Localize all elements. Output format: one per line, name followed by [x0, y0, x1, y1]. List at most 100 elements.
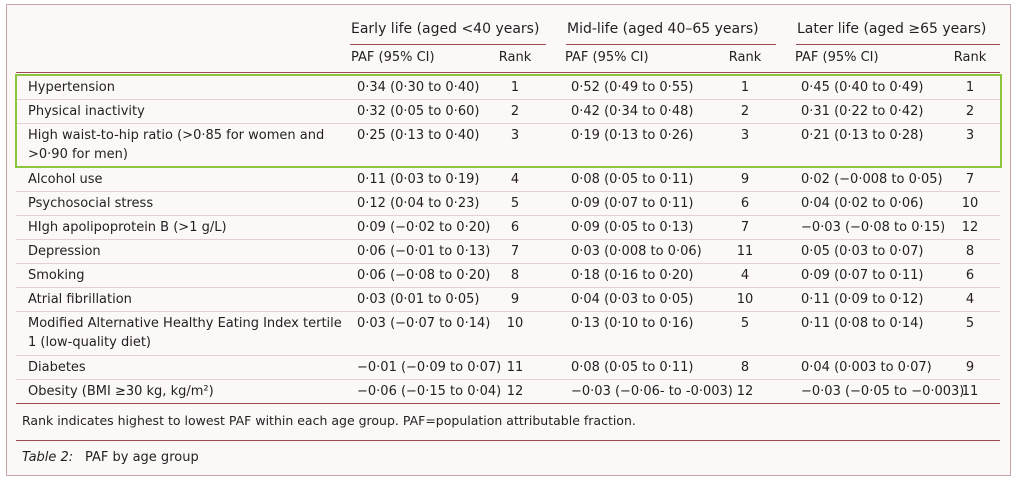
- rank: 8: [510, 268, 520, 283]
- body-rule: [16, 403, 1000, 404]
- row-label: Depression: [28, 244, 101, 259]
- row-rule: [16, 215, 1000, 216]
- paf-ci: 0·19 (0·13 to 0·26): [571, 128, 694, 143]
- paf-ci: 0·02 (−0·008 to 0·05): [801, 172, 943, 187]
- paf-ci: 0·34 (0·30 to 0·40): [357, 80, 480, 95]
- column-header: PAF (95% CI): [565, 50, 649, 65]
- rank: 2: [510, 104, 520, 119]
- highlight-box: [15, 74, 1002, 168]
- rank: 8: [965, 244, 975, 259]
- table-frame: [6, 4, 1011, 476]
- paf-ci: 0·03 (0·008 to 0·06): [571, 244, 702, 259]
- rank: 3: [510, 128, 520, 143]
- table-row: Atrial fibrillation 0·03 (0·01 to 0·05) 9 0…: [0, 287, 1019, 311]
- paf-ci: 0·09 (0·05 to 0·13): [571, 220, 694, 235]
- table-row: Diabetes −0·01 (−0·09 to 0·07) 11 0·08 (0·0…: [0, 355, 1019, 379]
- rank: 6: [510, 220, 520, 235]
- rank: 6: [740, 196, 750, 211]
- caption-rule: [16, 440, 1000, 441]
- rank: 6: [965, 268, 975, 283]
- rank: 7: [965, 172, 975, 187]
- paf-ci: 0·11 (0·08 to 0·14): [801, 316, 924, 331]
- group-heading: Later life (aged ≥65 years): [797, 21, 987, 37]
- group-rule: [350, 44, 546, 45]
- column-header: Rank: [498, 50, 532, 65]
- rank: 9: [510, 292, 520, 307]
- row-rule: [16, 191, 1000, 192]
- rank: 7: [510, 244, 520, 259]
- rank: 2: [965, 104, 975, 119]
- row-label: Modified Alternative Healthy Eating Inde…: [28, 316, 342, 350]
- group-rule: [796, 44, 1000, 45]
- rank: 4: [740, 268, 750, 283]
- rank: 10: [961, 196, 979, 211]
- paf-ci: −0·03 (−0·05 to −0·003): [801, 384, 965, 399]
- paf-ci: 0·09 (−0·02 to 0·20): [357, 220, 491, 235]
- rank: 1: [965, 80, 975, 95]
- paf-ci: 0·04 (0·03 to 0·05): [571, 292, 694, 307]
- rank: 1: [510, 80, 520, 95]
- rank: 5: [510, 196, 520, 211]
- column-header: PAF (95% CI): [351, 50, 435, 65]
- paf-ci: 0·04 (0·02 to 0·06): [801, 196, 924, 211]
- table-row: Depression 0·06 (−0·01 to 0·13) 7 0·03 (0·0…: [0, 239, 1019, 263]
- paf-ci: 0·45 (0·40 to 0·49): [801, 80, 924, 95]
- table-row: High waist-to-hip ratio (>0·85 for women…: [0, 123, 1019, 167]
- rank: 11: [961, 384, 979, 399]
- paf-ci: 0·09 (0·07 to 0·11): [801, 268, 924, 283]
- paf-ci: 0·12 (0·04 to 0·23): [357, 196, 480, 211]
- paf-ci: 0·06 (−0·08 to 0·20): [357, 268, 491, 283]
- rank: 5: [740, 316, 750, 331]
- column-header: PAF (95% CI): [795, 50, 879, 65]
- caption: PAF by age group: [85, 450, 199, 465]
- paf-ci: 0·13 (0·10 to 0·16): [571, 316, 694, 331]
- paf-ci: 0·03 (−0·07 to 0·14): [357, 316, 491, 331]
- header-rule: [16, 72, 1000, 73]
- rank: 3: [965, 128, 975, 143]
- table-row: Psychosocial stress 0·12 (0·04 to 0·23) 5 0…: [0, 191, 1019, 215]
- table-row: Alcohol use 0·11 (0·03 to 0·19) 4 0·08 (0·0…: [0, 167, 1019, 191]
- table-row: Modified Alternative Healthy Eating Inde…: [0, 311, 1019, 355]
- paf-ci: 0·03 (0·01 to 0·05): [357, 292, 480, 307]
- row-rule: [16, 379, 1000, 380]
- row-label: Smoking: [28, 268, 85, 283]
- row-label: Obesity (BMI ≥30 kg, kg/m²): [28, 384, 214, 399]
- group-rule: [566, 44, 776, 45]
- row-label: Alcohol use: [28, 172, 103, 187]
- paf-ci: 0·32 (0·05 to 0·60): [357, 104, 480, 119]
- paf-ci: 0·05 (0·03 to 0·07): [801, 244, 924, 259]
- paf-ci: 0·11 (0·03 to 0·19): [357, 172, 480, 187]
- row-label: Psychosocial stress: [28, 196, 154, 211]
- rank: 12: [506, 384, 524, 399]
- row-rule: [16, 239, 1000, 240]
- rank: 7: [740, 220, 750, 235]
- table-row: Obesity (BMI ≥30 kg, kg/m²) −0·06 (−0·15 …: [0, 379, 1019, 403]
- row-label: High waist-to-hip ratio (>0·85 for women…: [28, 128, 325, 162]
- row-rule: [16, 263, 1000, 264]
- group-heading: Early life (aged <40 years): [351, 21, 540, 37]
- rank: 11: [736, 244, 754, 259]
- paf-ci: 0·06 (−0·01 to 0·13): [357, 244, 491, 259]
- rank: 3: [740, 128, 750, 143]
- rank: 4: [965, 292, 975, 307]
- table-row: Hypertension 0·34 (0·30 to 0·40) 1 0·52 (0·…: [0, 75, 1019, 99]
- paf-ci: 0·42 (0·34 to 0·48): [571, 104, 694, 119]
- paf-ci: −0·03 (−0·06- to -0·003): [571, 384, 733, 399]
- paf-ci: −0·03 (−0·08 to 0·15): [801, 220, 946, 235]
- footnote: Rank indicates highest to lowest PAF wit…: [22, 413, 636, 428]
- paf-ci: 0·08 (0·05 to 0·11): [571, 172, 694, 187]
- rank: 10: [506, 316, 524, 331]
- row-rule: [16, 311, 1000, 312]
- column-header: Rank: [953, 50, 987, 65]
- rank: 4: [510, 172, 520, 187]
- rank: 1: [740, 80, 750, 95]
- row-label: Diabetes: [28, 360, 86, 375]
- paf-ci: 0·04 (0·003 to 0·07): [801, 360, 932, 375]
- rank: 12: [736, 384, 754, 399]
- rank: 5: [965, 316, 975, 331]
- row-label: Atrial fibrillation: [28, 292, 132, 307]
- paf-ci: 0·31 (0·22 to 0·42): [801, 104, 924, 119]
- paf-ci: 0·21 (0·13 to 0·28): [801, 128, 924, 143]
- row-rule: [16, 287, 1000, 288]
